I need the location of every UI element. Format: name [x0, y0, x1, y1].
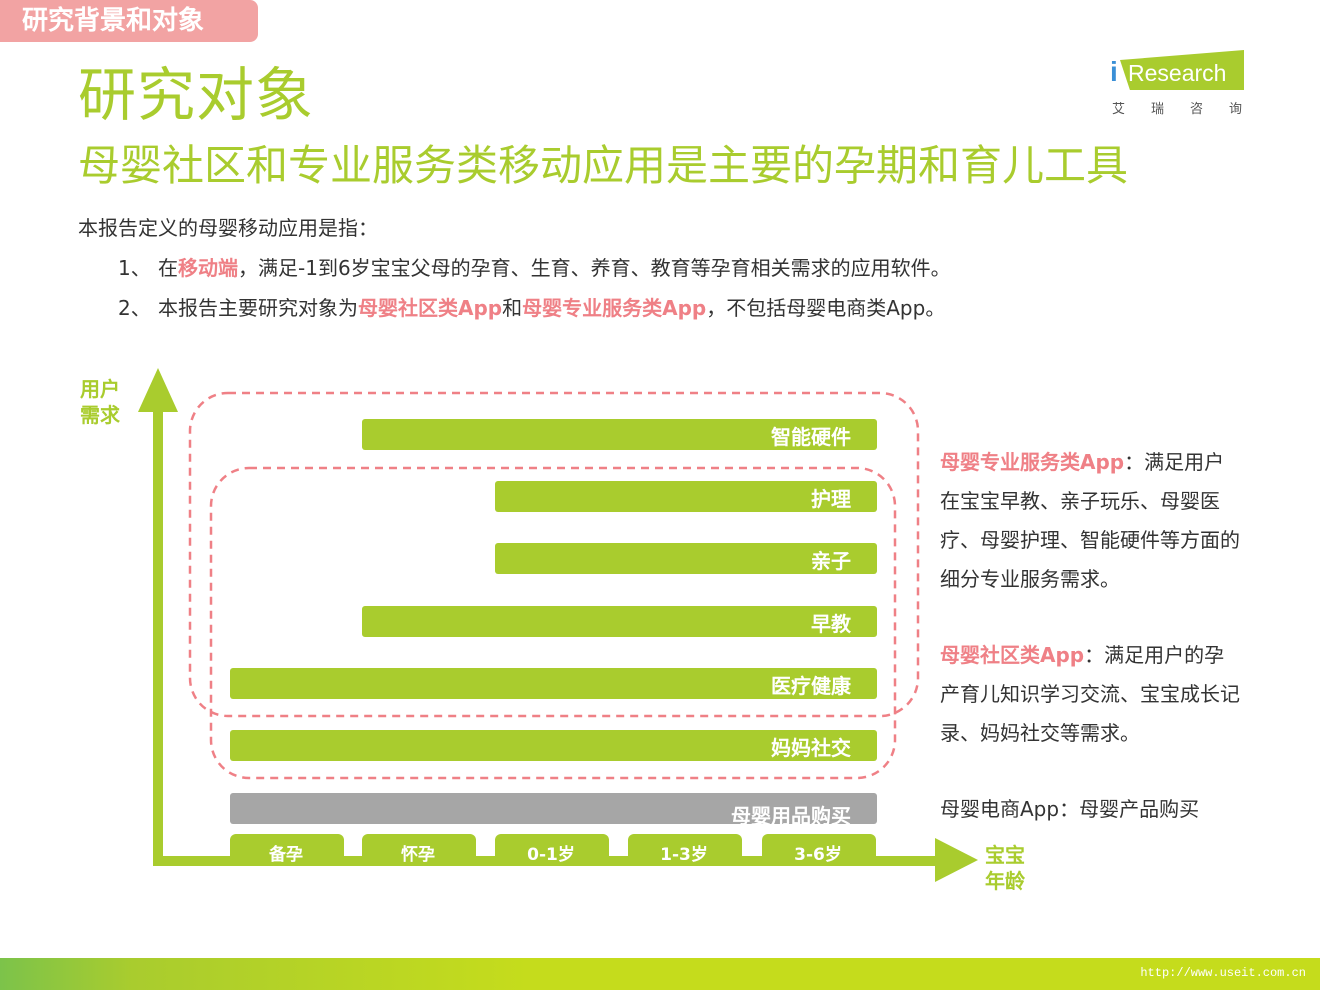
demand-bar-label: 智能硬件: [771, 425, 851, 449]
y-axis-arrow: [138, 368, 178, 412]
demand-bar: [362, 419, 877, 450]
community-group: [209, 466, 897, 780]
desc-text: ：满足用户的孕产育儿知识学习交流、宝宝成长记录、妈妈社交等需求。: [940, 643, 1240, 745]
demand-bar: [362, 606, 877, 637]
point-text: 和: [502, 296, 523, 320]
footer-bar: [0, 958, 1320, 990]
point-highlight: 移动端: [178, 256, 238, 280]
stage-tab: [362, 834, 476, 866]
stage-tab: [495, 834, 609, 866]
point-text: 本报告主要研究对象为: [158, 296, 358, 320]
point-2: 2、 本报告主要研究对象为母婴社区类App和母婴专业服务类App，不包括母婴电商类…: [118, 292, 945, 321]
point-highlight: 母婴社区类App: [358, 296, 503, 320]
demand-bar: [495, 481, 877, 512]
desc-ecommerce: 母婴电商App：母婴产品购买: [940, 790, 1240, 829]
footer-watermark: http://www.useit.com.cn: [1140, 966, 1306, 980]
point-text: ，不包括母婴电商类App。: [706, 296, 946, 320]
demand-bars: [230, 419, 877, 824]
point-number: 1、: [118, 256, 151, 280]
demand-bar: [230, 668, 877, 699]
stage-tab-label: 怀孕: [401, 845, 435, 865]
point-1: 1、 在移动端，满足-1到6岁宝宝父母的孕育、生育、养育、教育等孕育相关需求的应用…: [118, 252, 951, 281]
logo-i: i: [1110, 56, 1118, 87]
y-axis-label: 用户 需求: [80, 376, 120, 428]
professional-service-group: [188, 391, 920, 718]
stage-tab-label: 备孕: [269, 845, 303, 865]
stage-tab: [762, 834, 876, 866]
intro-text: 本报告定义的母婴移动应用是指：: [78, 216, 378, 240]
desc-text: 母婴电商App：母婴产品购买: [940, 797, 1200, 821]
desc-community: 母婴社区类App：满足用户的孕产育儿知识学习交流、宝宝成长记录、妈妈社交等需求。: [940, 636, 1240, 753]
point-text: 在: [158, 256, 178, 280]
stage-tab: [628, 834, 742, 866]
demand-bar: [495, 543, 877, 574]
demand-bar-label: 母婴用品购买: [731, 804, 851, 828]
y-axis: [153, 410, 163, 866]
point-highlight: 母婴专业服务类App: [522, 296, 707, 320]
page-subtitle: 母婴社区和专业服务类移动应用是主要的孕期和育儿工具: [78, 141, 1129, 190]
logo-brand: Research: [1128, 60, 1227, 86]
logo-subtitle: 艾瑞咨询: [1112, 102, 1269, 117]
demand-bar-label: 护理: [811, 487, 851, 511]
stage-tab-label: 0-1岁: [527, 845, 575, 865]
iresearch-logo: i Research 艾瑞咨询: [1106, 50, 1248, 120]
demand-bar-label: 亲子: [811, 549, 851, 573]
x-axis-label-text: 宝宝 年龄: [985, 843, 1025, 893]
demand-bar: [230, 730, 877, 761]
x-axis-arrow: [935, 838, 978, 882]
page-title: 研究对象: [78, 61, 315, 129]
desc-lead: 母婴社区类App: [940, 643, 1085, 667]
demand-bar-label: 早教: [811, 612, 851, 636]
section-tag: 研究背景和对象: [0, 0, 258, 42]
point-text: ，满足-1到6岁宝宝父母的孕育、生育、养育、教育等孕育相关需求的应用软件。: [238, 256, 951, 280]
desc-text: ：满足用户在宝宝早教、亲子玩乐、母婴医疗、母婴护理、智能硬件等方面的细分专业服务…: [940, 450, 1240, 591]
point-number: 2、: [118, 296, 151, 320]
demand-bar-label: 妈妈社交: [771, 736, 851, 760]
x-axis-label: 宝宝 年龄: [985, 842, 1025, 894]
y-axis-label-text: 用户 需求: [80, 377, 120, 427]
stage-tab: [230, 834, 344, 866]
stage-tabs: [230, 834, 876, 866]
stage-tab-label: 3-6岁: [794, 845, 842, 865]
desc-professional: 母婴专业服务类App：满足用户在宝宝早教、亲子玩乐、母婴医疗、母婴护理、智能硬件…: [940, 443, 1240, 599]
demand-bar: [230, 793, 877, 824]
desc-lead: 母婴专业服务类App: [940, 450, 1125, 474]
demand-bar-label: 医疗健康: [771, 674, 851, 698]
stage-tab-label: 1-3岁: [660, 845, 708, 865]
